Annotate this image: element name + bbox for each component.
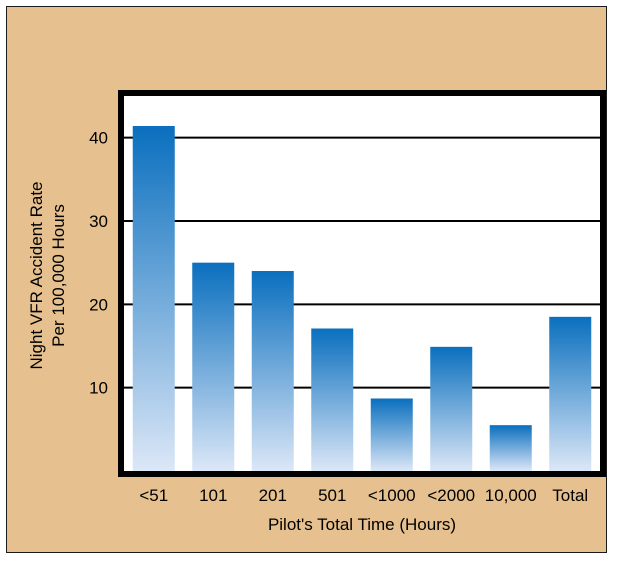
y-tick-label: 30 (89, 212, 108, 231)
bar (430, 346, 473, 471)
chart-frame: 10 20 30 40 <51 101 201 501 <1000 <2000 10,000 Tot… (6, 6, 607, 553)
x-tick-label: <2000 (427, 486, 475, 505)
bar (192, 262, 235, 471)
bar (549, 316, 592, 471)
bar (251, 271, 294, 471)
x-tick-label: 501 (318, 486, 346, 505)
bar (489, 425, 532, 471)
y-axis-label-line-1: Night VFR Accident Rate (27, 181, 46, 369)
bar (132, 126, 175, 471)
y-tick-labels: 10 20 30 40 (89, 129, 108, 398)
y-tick-label: 20 (89, 295, 108, 314)
plot-border (118, 90, 606, 477)
x-tick-label: 201 (259, 486, 287, 505)
x-tick-label: <1000 (368, 486, 416, 505)
y-tick-label: 10 (89, 379, 108, 398)
y-axis-label: Night VFR Accident Rate Per 100,000 Hour… (27, 181, 68, 369)
bar-chart: 10 20 30 40 <51 101 201 501 <1000 <2000 10,000 Tot… (27, 90, 606, 534)
x-tick-label: 10,000 (485, 486, 537, 505)
bar (370, 398, 413, 471)
x-tick-label: Total (552, 486, 588, 505)
y-tick-label: 40 (89, 129, 108, 148)
bars (132, 126, 592, 471)
bar (311, 328, 354, 471)
y-axis-label-line-2: Per 100,000 Hours (49, 204, 68, 347)
x-tick-label: <51 (139, 486, 168, 505)
x-tick-label: 101 (199, 486, 227, 505)
x-axis-label: Pilot's Total Time (Hours) (268, 515, 456, 534)
x-tick-labels: <51 101 201 501 <1000 <2000 10,000 Total (139, 486, 588, 505)
